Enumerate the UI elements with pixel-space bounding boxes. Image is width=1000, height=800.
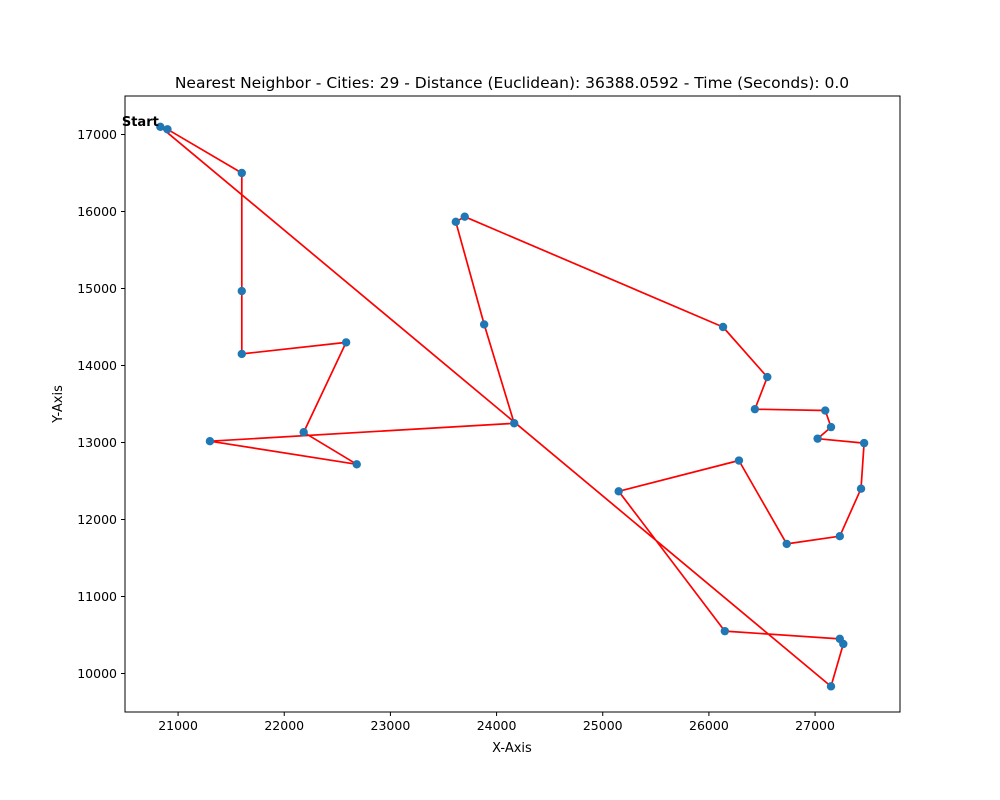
city-point [352,460,361,469]
y-axis: 10000 11000 12000 13000 14000 15000 16000 17000 [77,127,125,681]
city-point [856,484,866,493]
city-point [734,456,744,465]
city-point [839,639,848,649]
start-label: Start [122,115,159,130]
y-tick-label: 17000 [77,127,117,142]
x-tick-label: 24000 [477,718,517,733]
city-point [614,487,623,496]
city-point [821,406,830,415]
route-lines [159,125,865,688]
y-tick-label: 11000 [77,589,117,604]
city-point [782,539,791,549]
city-point [826,682,836,691]
city-point [237,168,246,178]
y-tick-label: 12000 [77,512,117,527]
y-tick-label: 15000 [77,281,117,296]
city-point [205,436,215,446]
x-axis-label: X-Axis [492,741,532,756]
city-point [163,125,172,134]
city-point [479,320,489,329]
city-point [826,422,836,432]
city-point [156,122,165,131]
route-line [159,125,865,688]
x-tick-label: 26000 [689,718,729,733]
city-point [813,434,822,443]
x-tick-label: 22000 [264,718,304,733]
city-point [451,217,461,227]
x-tick-label: 21000 [158,718,198,733]
y-axis-label: Y-Axis [51,385,66,424]
y-tick-label: 16000 [77,204,117,219]
chart-title: Nearest Neighbor - Cities: 29 - Distance… [175,74,849,92]
city-point [718,322,728,332]
y-tick-label: 14000 [77,358,117,373]
x-axis: 21000 22000 23000 24000 25000 26000 27000 [158,712,835,733]
city-point [859,438,869,448]
city-point [341,338,351,347]
city-point [460,212,469,221]
x-tick-label: 23000 [371,718,411,733]
city-points [156,122,869,691]
x-tick-label: 25000 [583,718,623,733]
city-point [835,532,845,541]
plot-frame [124,95,901,713]
x-tick-label: 27000 [795,718,835,733]
city-point [237,349,246,359]
y-tick-label: 10000 [77,666,117,681]
city-point [720,626,730,636]
y-tick-label: 13000 [77,435,117,450]
city-point [299,428,308,437]
city-point [509,419,519,428]
city-point [237,286,246,296]
plot-area: 21000 22000 23000 24000 25000 26000 27000 1000… [77,95,901,733]
city-point [763,372,772,382]
city-point [750,404,760,414]
